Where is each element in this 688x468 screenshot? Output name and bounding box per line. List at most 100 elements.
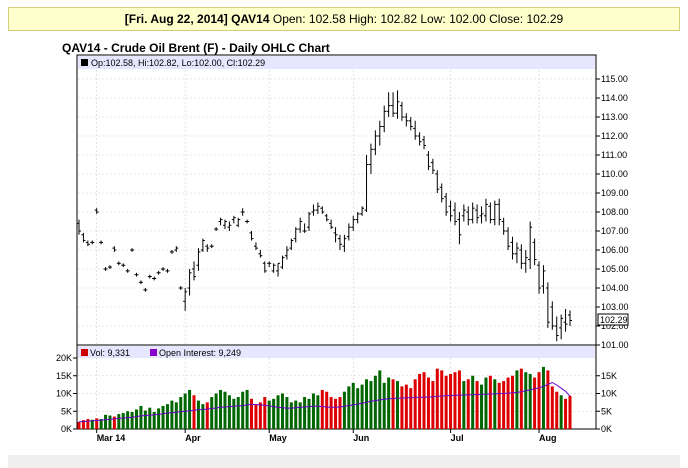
- ohlc-bar: [488, 202, 493, 224]
- volume-bar: [161, 405, 165, 429]
- volume-bar: [307, 398, 311, 429]
- ohlc-bar: [183, 288, 188, 311]
- volume-bar: [533, 377, 537, 429]
- ohlc-bar: [360, 206, 365, 216]
- volume-bar: [263, 397, 267, 429]
- price-legend-text: Op:102.58, Hi:102.82, Lo:102.00, Cl:102.…: [91, 58, 265, 68]
- volume-bar: [143, 410, 147, 429]
- ohlc-bar: [439, 183, 444, 203]
- volume-right-tick-label: 10K: [601, 389, 617, 399]
- volume-left-tick-label: 5K: [61, 406, 72, 416]
- ohlc-bar: [161, 267, 166, 271]
- volume-bar: [404, 384, 408, 429]
- oi-legend-swatch: [150, 349, 157, 356]
- price-tick-label: 111.00: [601, 150, 627, 160]
- ohlc-bar: [329, 219, 334, 230]
- ohlc-bars: [77, 90, 572, 342]
- volume-bar: [449, 373, 453, 429]
- volume-bar: [488, 375, 492, 429]
- volume-right-tick-label: 0K: [601, 424, 612, 434]
- volume-bar: [298, 402, 302, 429]
- volume-bar: [311, 393, 315, 429]
- ohlc-bar: [85, 240, 90, 247]
- volume-bar: [227, 395, 231, 429]
- volume-bar: [205, 402, 209, 429]
- ohlc-bar: [452, 202, 457, 226]
- price-tick-label: 115.00: [601, 74, 628, 84]
- volume-bar: [236, 397, 240, 429]
- ohlc-bar: [315, 202, 320, 214]
- ohlc-bar: [528, 221, 533, 269]
- ohlc-bar: [94, 208, 99, 214]
- volume-bar: [334, 398, 338, 429]
- ohlc-bar: [249, 231, 254, 241]
- ohlc-bar: [289, 238, 294, 250]
- volume-bar: [148, 407, 152, 429]
- volume-bar: [86, 419, 90, 429]
- ohlc-bar: [532, 238, 537, 266]
- ohlc-bar: [506, 227, 511, 250]
- price-tick-label: 114.00: [601, 93, 628, 103]
- price-tick-label: 107.00: [601, 226, 629, 236]
- ohlc-bar: [130, 248, 135, 252]
- ohlc-bar: [293, 227, 298, 243]
- quote-date: [Fri. Aug 22, 2014]: [124, 12, 228, 26]
- ohlc-bar: [253, 242, 258, 250]
- ohlc-bar: [368, 143, 373, 174]
- price-tick-label: 101.00: [601, 340, 629, 350]
- ohlc-bar: [280, 255, 285, 269]
- volume-bar: [214, 393, 218, 429]
- price-legend-band: [78, 56, 595, 69]
- ohlc-bar: [342, 234, 347, 252]
- ohlc-bar: [152, 276, 157, 281]
- ohlc-bar: [404, 113, 409, 127]
- footer-strip: [8, 455, 680, 468]
- quote-info-bar: [Fri. Aug 22, 2014] QAV14 Open: 102.58 H…: [8, 7, 680, 31]
- ohlc-bar: [262, 261, 267, 273]
- date-tick-label: Aug: [539, 433, 557, 443]
- ohlc-bar: [307, 212, 312, 231]
- ohlc-bar: [231, 215, 236, 224]
- ohlc-bar: [523, 250, 528, 273]
- ohlc-bar: [466, 206, 471, 226]
- volume-bar: [303, 397, 307, 429]
- volume-bar: [289, 402, 293, 429]
- date-tick-label: May: [269, 433, 287, 443]
- ohlc-bar: [479, 206, 484, 224]
- ohlc-bar: [435, 170, 440, 193]
- chart-title: QAV14 - Crude Oil Brent (F) - Daily OHLC…: [62, 41, 330, 55]
- high-value: 102.82: [380, 12, 418, 26]
- ohlc-bar: [444, 193, 449, 216]
- volume-bar: [480, 384, 484, 429]
- last-price-tag-box: [597, 313, 629, 326]
- volume-bar: [422, 372, 426, 429]
- ohlc-bar: [395, 90, 400, 119]
- ohlc-bar: [107, 265, 112, 269]
- volume-bar: [108, 415, 112, 429]
- volume-bar: [550, 386, 554, 429]
- ohlc-bar: [448, 200, 453, 222]
- volume-bar: [232, 398, 236, 429]
- price-tick-label: 112.00: [601, 131, 628, 141]
- volume-legend-swatch: [81, 349, 88, 356]
- ohlc-bar: [99, 240, 104, 245]
- ohlc-bar: [267, 261, 272, 268]
- ohlc-bar: [417, 132, 422, 146]
- volume-bar: [210, 397, 214, 429]
- volume-bar: [568, 395, 572, 429]
- volume-bar: [365, 379, 369, 429]
- ohlc-bar: [559, 314, 564, 340]
- ohlc-bar: [156, 270, 161, 275]
- ohlc-bar: [337, 234, 342, 250]
- volume-bar: [356, 388, 360, 429]
- volume-bar: [192, 395, 196, 429]
- volume-bar: [524, 372, 528, 429]
- ohlc-bar: [116, 261, 121, 266]
- volume-bar: [276, 395, 280, 429]
- ohlc-bar: [554, 316, 559, 342]
- volume-bar: [506, 377, 510, 429]
- volume-bar: [466, 379, 470, 429]
- volume-right-tick-label: 5K: [601, 406, 612, 416]
- ohlc-bar: [169, 250, 174, 254]
